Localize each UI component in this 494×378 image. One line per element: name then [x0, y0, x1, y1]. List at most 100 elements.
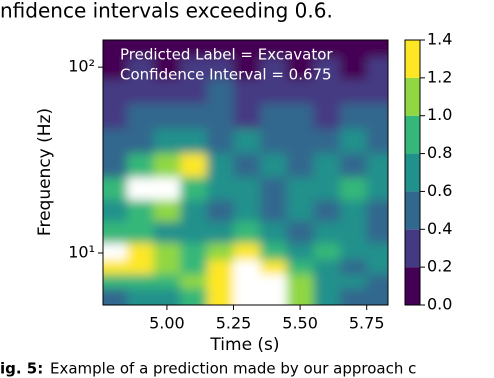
heatmap-cell [153, 220, 181, 243]
heatmap-cell [233, 152, 261, 178]
heatmap-cell [180, 199, 208, 222]
heatmap-cell [313, 128, 341, 154]
heatmap-cell [103, 56, 128, 80]
annotation: Confidence Interval = 0.675 [120, 66, 332, 84]
heatmap-cell [206, 40, 235, 58]
heatmap-cell [206, 242, 235, 261]
heatmap-cell [366, 102, 388, 129]
heatmap-cell [153, 199, 181, 222]
plot-frame [102, 39, 389, 306]
heatmap-cells [103, 40, 388, 305]
x-axis-label: Time (s) [209, 335, 279, 355]
heatmap-cell [366, 128, 388, 154]
heatmap-cell [153, 176, 181, 201]
heatmap-cell [286, 102, 314, 129]
heatmap-cell [260, 176, 288, 201]
colorbar-tick-label: 0.2 [427, 257, 452, 276]
colorbar-tick-label: 1.0 [427, 105, 452, 124]
heatmap-cell [126, 102, 155, 129]
heatmap-cell [206, 78, 235, 104]
heatmap-cell [233, 288, 261, 305]
heatmap-cell [366, 259, 388, 275]
body-text: nfidence intervals exceeding 0.6. [0, 0, 333, 23]
heatmap-cell [126, 199, 155, 222]
heatmap-cell [313, 259, 341, 275]
heatmap-cell [340, 242, 368, 261]
heatmap-cell [313, 273, 341, 289]
heatmap-cell [366, 242, 388, 261]
heatmap-cell [260, 220, 288, 243]
heatmap-cell [206, 102, 235, 129]
heatmap-cell [340, 199, 368, 222]
colorbar-band [405, 153, 420, 192]
heatmap-cell [153, 273, 181, 289]
colorbar-tick-label: 1.4 [427, 30, 452, 49]
y-axis-label: Frequency (Hz) [35, 108, 55, 236]
heatmap-cell [286, 273, 314, 289]
heatmap-cell [233, 176, 261, 201]
colorbar-band [405, 115, 420, 154]
colorbar-tick-label: 0.6 [427, 181, 452, 200]
colorbar-tick-label: 1.2 [427, 67, 452, 86]
heatmap-cell [153, 288, 181, 305]
heatmap-cell [286, 288, 314, 305]
heatmap-cell [103, 273, 128, 289]
heatmap-cell [313, 242, 341, 261]
colorbar-tick-label: 0.8 [427, 143, 452, 162]
heatmap-cell [260, 78, 288, 104]
heatmap-cell [286, 220, 314, 243]
heatmap-cell [153, 78, 181, 104]
heatmap-cell [103, 152, 128, 178]
heatmap-cell [260, 273, 288, 289]
heatmap-cell [206, 259, 235, 275]
heatmap-cell [340, 40, 368, 58]
heatmap-cell [153, 56, 181, 80]
heatmap-cell [366, 40, 388, 58]
heatmap-cell [260, 152, 288, 178]
heatmap-cell [126, 128, 155, 154]
heatmap-cell [286, 40, 314, 58]
heatmap-cell [340, 78, 368, 104]
heatmap-cell [180, 220, 208, 243]
heatmap-cell [366, 273, 388, 289]
heatmap-cell [126, 56, 155, 80]
heatmap-cell [313, 220, 341, 243]
heatmap-cell [260, 40, 288, 58]
heatmap-cell [286, 176, 314, 201]
heatmap-cell [286, 242, 314, 261]
heatmap-cell [313, 78, 341, 104]
heatmap-cell [153, 128, 181, 154]
heatmap-cell [366, 78, 388, 104]
colorbar-band [405, 77, 420, 116]
heatmap-cell [233, 199, 261, 222]
heatmap-cell [366, 176, 388, 201]
x-tick-label: 5.25 [216, 314, 252, 333]
heatmap-cell [180, 152, 208, 178]
heatmap-cell [260, 199, 288, 222]
heatmap-cell [260, 242, 288, 261]
x-tick-label: 5.75 [349, 314, 385, 333]
heatmap-cell [366, 220, 388, 243]
heatmap-cell [233, 242, 261, 261]
heatmap-cell [340, 102, 368, 129]
heatmap-cell [313, 199, 341, 222]
y-tick-label: 10² [68, 57, 95, 76]
heatmap-cell [153, 242, 181, 261]
heatmap-cell [366, 152, 388, 178]
heatmap-cell [286, 152, 314, 178]
heatmap-cell [286, 78, 314, 104]
heatmap-cell [340, 220, 368, 243]
heatmap-cell [313, 56, 341, 80]
colorbar-tick-label: 0.0 [427, 295, 452, 314]
heatmap-cell [206, 128, 235, 154]
heatmap-cell [180, 273, 208, 289]
heatmap-cell [206, 152, 235, 178]
heatmap-cell [103, 242, 128, 261]
heatmap-cell [340, 176, 368, 201]
heatmap-cell [206, 199, 235, 222]
heatmap-cell [126, 242, 155, 261]
heatmap-cell [340, 273, 368, 289]
heatmap-cell [103, 102, 128, 129]
heatmap-cell [233, 259, 261, 275]
x-tick-label: 5.00 [149, 314, 185, 333]
